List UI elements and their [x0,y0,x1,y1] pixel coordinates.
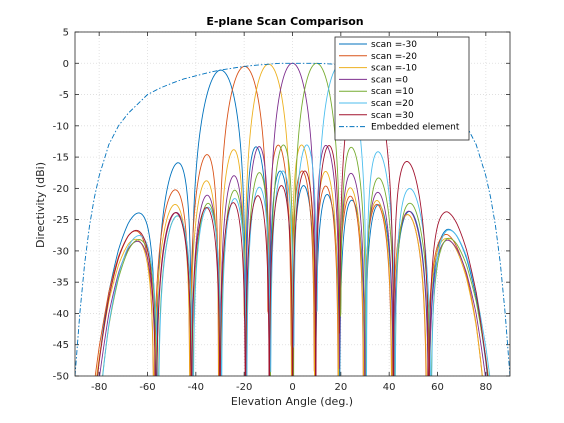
y-axis-label: Directivity (dBi) [34,162,47,248]
y-tick-label: 0 [63,59,69,70]
y-tick-label: -45 [53,340,69,351]
series-line [97,66,489,376]
y-tick-labels: 5 0 -5 -10 -15 -20 -25 -30 -35 -40 -45 -50 [53,28,69,383]
x-tick-label: 0 [289,382,295,393]
legend-entry: scan =10 [371,87,414,97]
y-tick-label: -50 [53,372,69,383]
x-tick-label: -60 [139,382,155,393]
y-tick-label: -40 [53,309,69,320]
y-tick-label: -5 [59,90,69,101]
x-tick-label: -40 [188,382,204,393]
x-tick-label: 60 [431,382,444,393]
series-line [75,62,510,376]
x-tick-label: 40 [383,382,396,393]
chart-title: E-plane Scan Comparison [206,15,363,28]
series-line [102,64,491,376]
x-tick-label: -80 [91,382,107,393]
legend-entry: Embedded element [371,123,460,133]
axes-box [74,31,511,377]
x-tick-label: -20 [236,382,252,393]
legend-entry: scan =-30 [371,40,417,50]
legend-entry: scan =30 [371,111,414,121]
legend-entry: scan =-10 [371,64,417,74]
series-lines [75,62,510,376]
x-tick-labels: -80 -60 -40 -20 0 20 40 60 80 [91,382,492,393]
y-tick-label: -25 [53,215,69,226]
legend-entry: scan =20 [371,99,414,109]
y-tick-label: -30 [53,246,69,257]
y-tick-label: -35 [53,278,69,289]
x-tick-label: 80 [479,382,492,393]
y-tick-label: 5 [63,28,69,39]
y-tick-label: -10 [53,121,69,132]
y-tick-label: -15 [53,153,69,164]
legend-box [334,36,470,141]
legend-entry: scan =-20 [371,52,417,62]
legend-entry: scan =0 [371,75,408,85]
y-tick-label: -20 [53,184,69,195]
x-axis-label: Elevation Angle (deg.) [231,395,353,408]
x-tick-label: 20 [334,382,347,393]
